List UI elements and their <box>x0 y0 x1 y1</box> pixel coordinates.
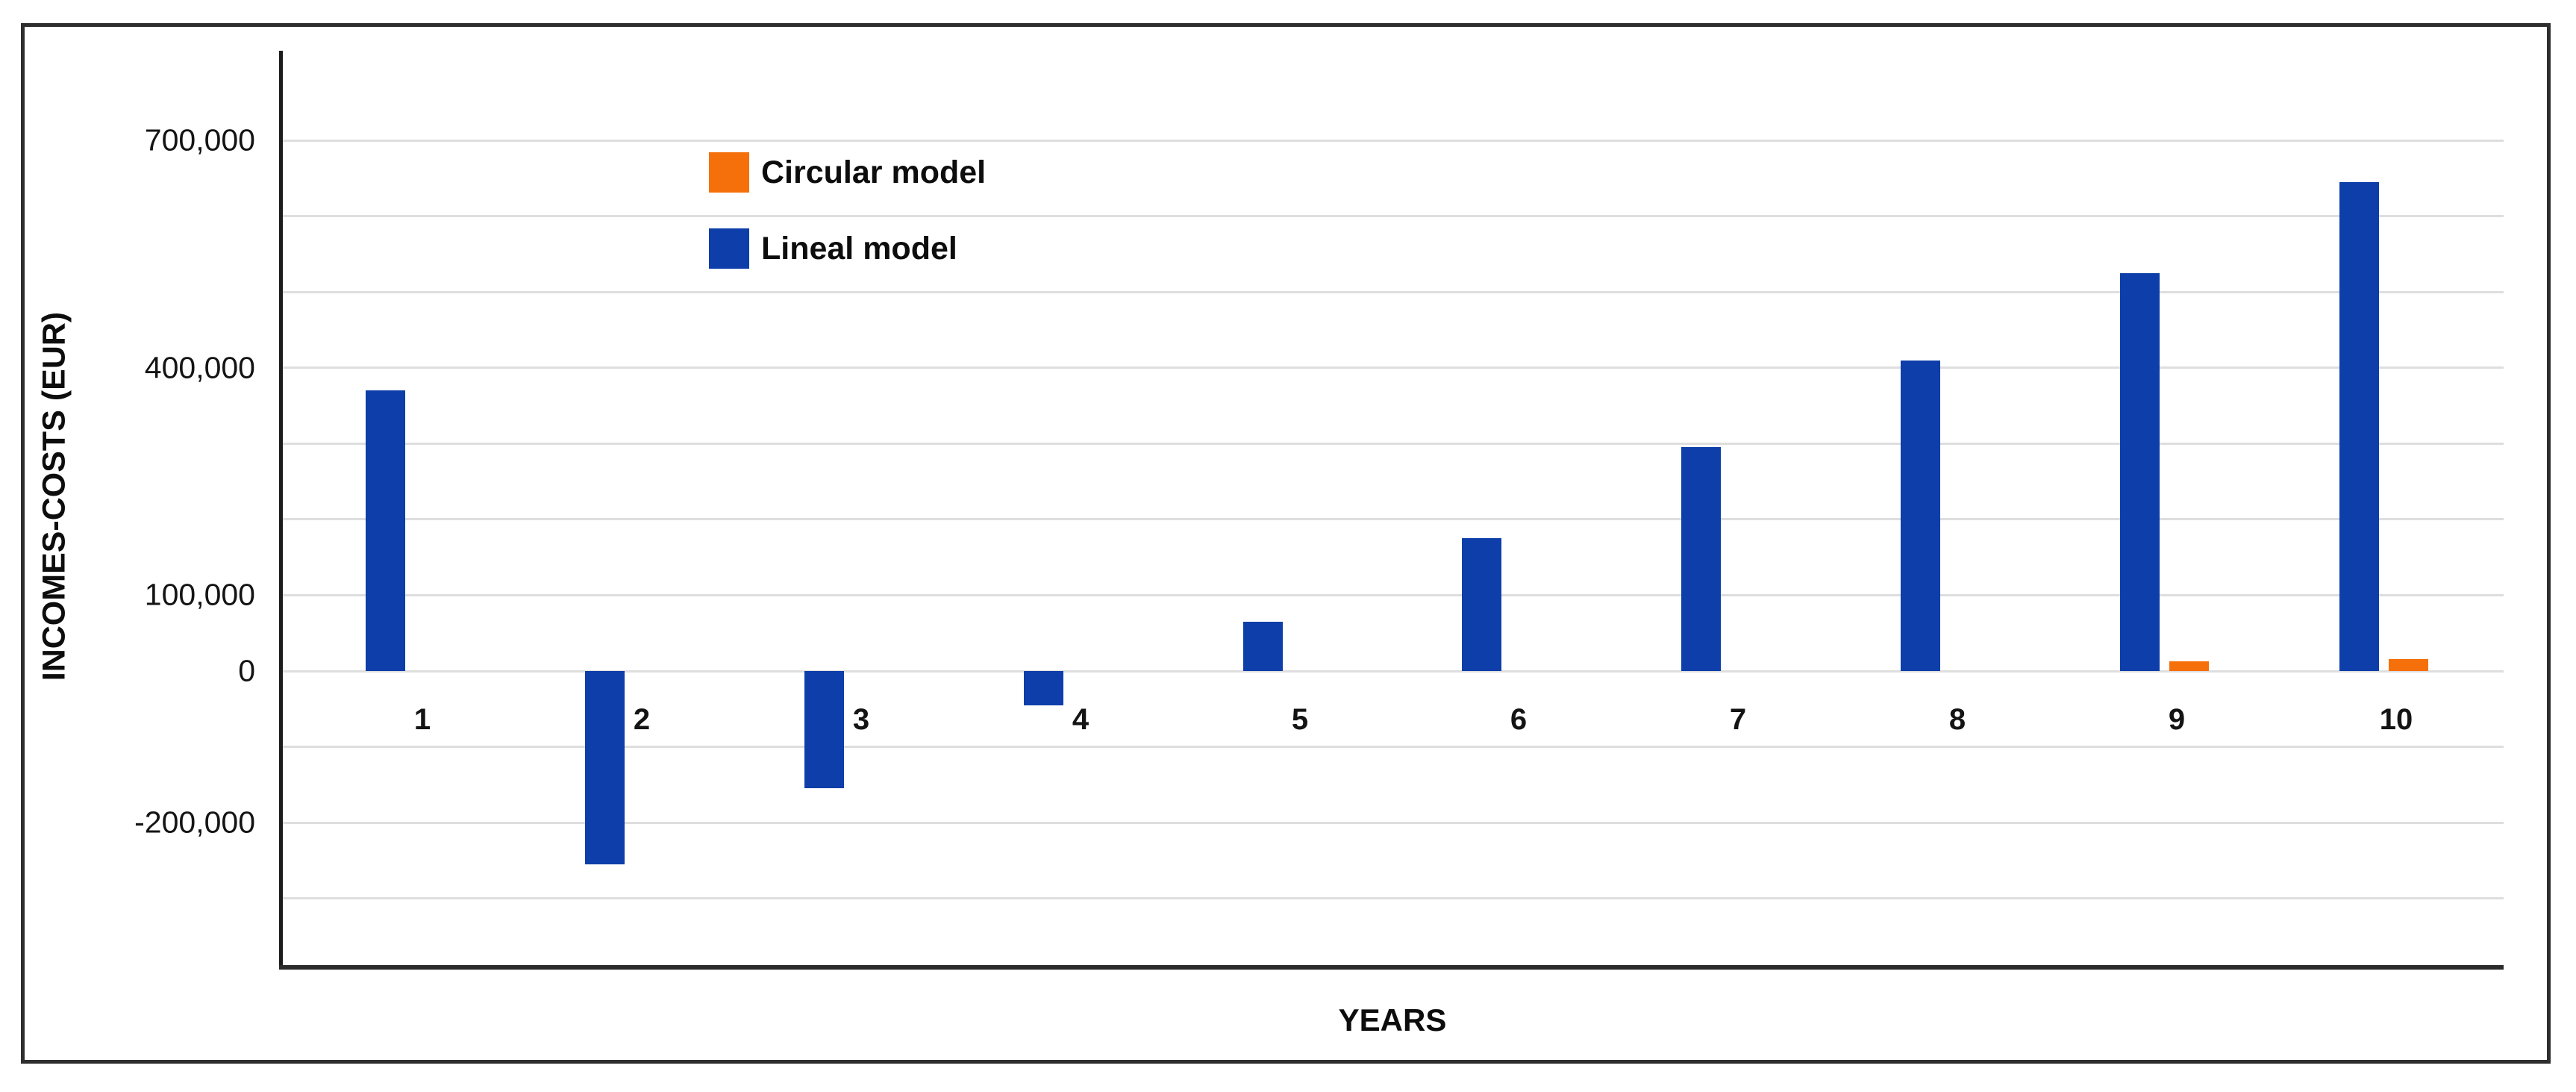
x-tick-label-8: 8 <box>1948 703 1966 736</box>
y-tick-label: 700,000 <box>144 122 255 157</box>
bar-circular-model-year-9 <box>2169 661 2209 671</box>
x-tick-label-9: 9 <box>2168 703 2186 736</box>
x-axis-line <box>279 965 2504 970</box>
y-tick-label: -200,000 <box>134 805 255 840</box>
bar-lineal-model-year-5 <box>1243 622 1283 671</box>
y-tick-label: 0 <box>238 653 255 688</box>
y-axis-line <box>279 51 283 970</box>
legend-label-lineal-model: Lineal model <box>761 231 957 266</box>
x-tick-label-3: 3 <box>852 703 870 736</box>
x-tick-label-4: 4 <box>1072 703 1090 736</box>
gridline-700000 <box>282 140 2504 142</box>
gridline--300000 <box>282 897 2504 899</box>
bar-circular-model-year-10 <box>2389 659 2428 671</box>
legend-label-circular-model: Circular model <box>761 155 987 190</box>
x-tick-label-7: 7 <box>1729 703 1747 736</box>
x-tick-label-5: 5 <box>1291 703 1309 736</box>
bar-lineal-model-year-1 <box>366 390 405 671</box>
y-axis-title: INCOMES-COSTS (EUR) <box>36 311 72 681</box>
bar-lineal-model-year-9 <box>2120 273 2160 671</box>
x-tick-label-6: 6 <box>1510 703 1528 736</box>
x-tick-label-1: 1 <box>413 703 431 736</box>
legend-swatch-circular-model <box>709 152 749 193</box>
bar-lineal-model-year-7 <box>1681 447 1721 671</box>
bar-lineal-model-year-4 <box>1024 671 1063 705</box>
gridline--100000 <box>282 746 2504 748</box>
gridline-300000 <box>282 443 2504 445</box>
x-tick-label-10: 10 <box>2379 703 2413 736</box>
gridline-600000 <box>282 215 2504 217</box>
gridline-0 <box>282 670 2504 673</box>
x-axis-title: YEARS <box>1338 1002 1447 1038</box>
y-tick-label: 100,000 <box>144 577 255 612</box>
gridline-100000 <box>282 594 2504 596</box>
y-tick-label: 400,000 <box>144 350 255 385</box>
x-tick-label-2: 2 <box>633 703 651 736</box>
bar-lineal-model-year-6 <box>1462 538 1501 671</box>
legend-swatch-lineal-model <box>709 228 749 269</box>
bar-lineal-model-year-2 <box>585 671 625 864</box>
bar-lineal-model-year-10 <box>2339 182 2379 671</box>
gridline-200000 <box>282 518 2504 520</box>
bar-lineal-model-year-8 <box>1901 361 1940 671</box>
gridline-400000 <box>282 366 2504 369</box>
gridline-500000 <box>282 291 2504 293</box>
gridline--200000 <box>282 822 2504 824</box>
bar-lineal-model-year-3 <box>804 671 844 788</box>
